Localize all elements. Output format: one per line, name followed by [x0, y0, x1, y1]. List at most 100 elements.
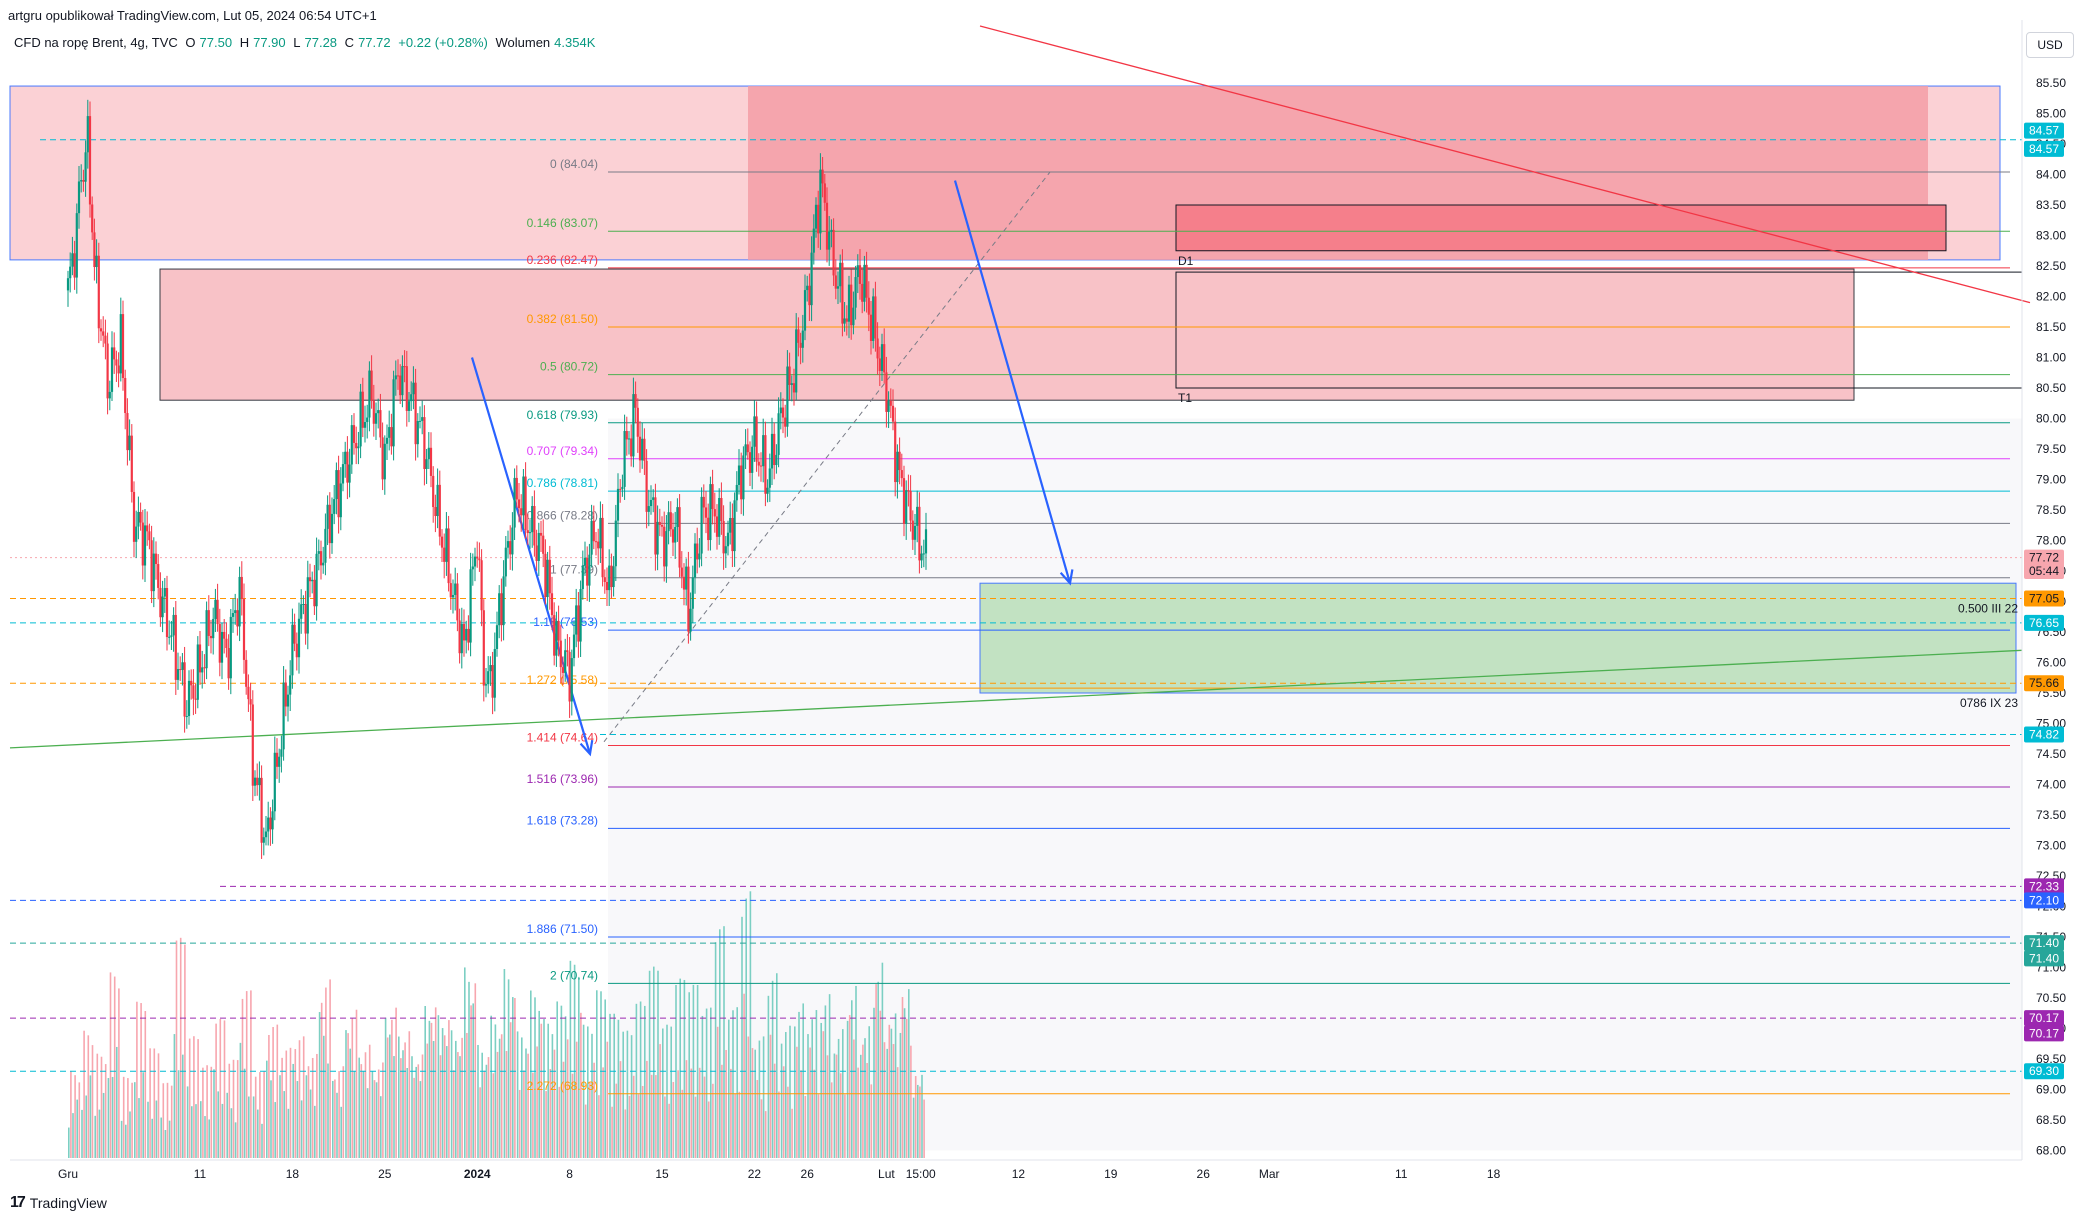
price-chart[interactable]: 0 (84.04) 0.146 (83.07) 0.236 (82.47) 0.382… — [0, 0, 2088, 1190]
volume-bar — [802, 1003, 804, 1158]
volume-bar — [94, 1115, 96, 1158]
candle-body — [819, 169, 822, 234]
candle-body — [742, 455, 745, 500]
volume-bar — [215, 1023, 217, 1158]
candle-body — [170, 635, 173, 637]
candle-body — [588, 554, 591, 586]
volume-bar — [534, 997, 536, 1158]
volume-bar — [413, 1077, 415, 1158]
candle-body — [924, 529, 928, 554]
symbol-name[interactable]: CFD na ropę Brent, 4g, TVC — [14, 35, 178, 50]
y-tick-label: 85.50 — [2036, 76, 2066, 90]
candle-body — [623, 431, 626, 487]
volume-bar — [104, 1064, 107, 1158]
volume-bar — [461, 1037, 463, 1158]
volume-bar — [107, 1078, 110, 1158]
candle-body — [735, 484, 738, 501]
volume-bar — [785, 1032, 787, 1158]
candle-body — [722, 521, 725, 554]
volume-bar — [404, 1042, 406, 1158]
volume-bar — [477, 1044, 479, 1158]
candle-body — [561, 667, 565, 673]
candle-body — [333, 499, 336, 514]
volume-bar — [316, 1053, 318, 1158]
candle-body — [581, 565, 584, 590]
candle-body — [223, 631, 226, 639]
volume-bar — [657, 970, 659, 1158]
annotation-0786: 0786 IX 23 — [1960, 696, 2018, 710]
candle-body — [99, 328, 103, 332]
y-tick-label: 80.00 — [2036, 412, 2066, 426]
candle-body — [143, 525, 147, 566]
candle-body — [869, 314, 873, 341]
candle-body — [539, 532, 543, 536]
volume-bar — [596, 990, 598, 1158]
fib-label: 0.866 (78.28) — [527, 508, 598, 522]
x-tick-label: 15 — [655, 1167, 669, 1181]
blue-arrow-2 — [953, 180, 1072, 584]
volume-bar — [776, 973, 778, 1158]
volume-bar — [587, 1026, 589, 1158]
volume-bar — [683, 979, 686, 1158]
volume-bar — [912, 1097, 915, 1158]
volume-bar — [279, 1075, 281, 1158]
volume-bar — [923, 1099, 925, 1158]
volume-bar — [703, 1076, 706, 1158]
candle-body — [790, 383, 793, 385]
volume-bar — [327, 1063, 329, 1158]
candle-body — [227, 648, 230, 679]
candle-body — [311, 579, 314, 582]
candle-body — [190, 680, 193, 686]
candle-body — [828, 231, 831, 250]
price-badge-label: 71.40 — [2029, 936, 2059, 950]
candle-body — [883, 344, 886, 373]
candle-body — [403, 366, 406, 368]
volume-bar — [468, 981, 470, 1158]
volume-bar — [754, 1049, 756, 1158]
candle-body — [511, 527, 514, 555]
candle-body — [542, 535, 545, 554]
volume-bar — [432, 1041, 435, 1158]
volume-bar — [245, 991, 248, 1158]
candle-body — [146, 525, 149, 532]
ohlc-legend: CFD na ropę Brent, 4g, TVC O 77.50 H 77.90… — [14, 35, 599, 50]
volume-bar — [512, 997, 514, 1158]
volume-bar — [536, 1046, 538, 1158]
candle-body — [198, 644, 202, 673]
volume-bar — [329, 979, 331, 1158]
volume-bar — [266, 1060, 268, 1158]
candle-body — [385, 437, 389, 444]
high-value: 77.90 — [253, 35, 286, 50]
volume-bar — [487, 1057, 490, 1158]
candle-body — [638, 436, 642, 461]
volume-bar — [492, 1073, 495, 1158]
candle-body — [172, 614, 175, 636]
candle-body — [264, 831, 268, 838]
price-badge — [2024, 1010, 2064, 1027]
candle-body — [768, 468, 771, 488]
price-badge-label: 74.82 — [2029, 727, 2059, 741]
volume-bar — [617, 1019, 620, 1158]
candle-body — [757, 461, 760, 466]
candle-body — [770, 433, 774, 469]
candle-body — [196, 644, 199, 700]
volume-bar — [149, 1048, 151, 1158]
candle-body — [176, 669, 180, 680]
low-value: 77.28 — [304, 35, 338, 50]
volume-bar — [767, 995, 770, 1158]
volume-bar — [787, 1086, 789, 1158]
y-tick-label: 80.50 — [2036, 381, 2066, 395]
candle-body — [861, 283, 864, 302]
volume-bar — [179, 937, 182, 1158]
volume-bar — [437, 1015, 440, 1158]
price-badge — [2024, 549, 2064, 566]
volume-bar — [613, 1013, 615, 1158]
fib-label: 1.414 (74.64) — [527, 730, 598, 744]
price-badge-label: 70.17 — [2029, 1026, 2059, 1040]
fib-label: 0.707 (79.34) — [527, 444, 598, 458]
candle-body — [832, 229, 835, 276]
volume-bar — [134, 1082, 136, 1158]
currency-button[interactable]: USD — [2026, 32, 2074, 58]
volume-bar — [628, 1095, 631, 1158]
volume-bar — [505, 1050, 508, 1158]
